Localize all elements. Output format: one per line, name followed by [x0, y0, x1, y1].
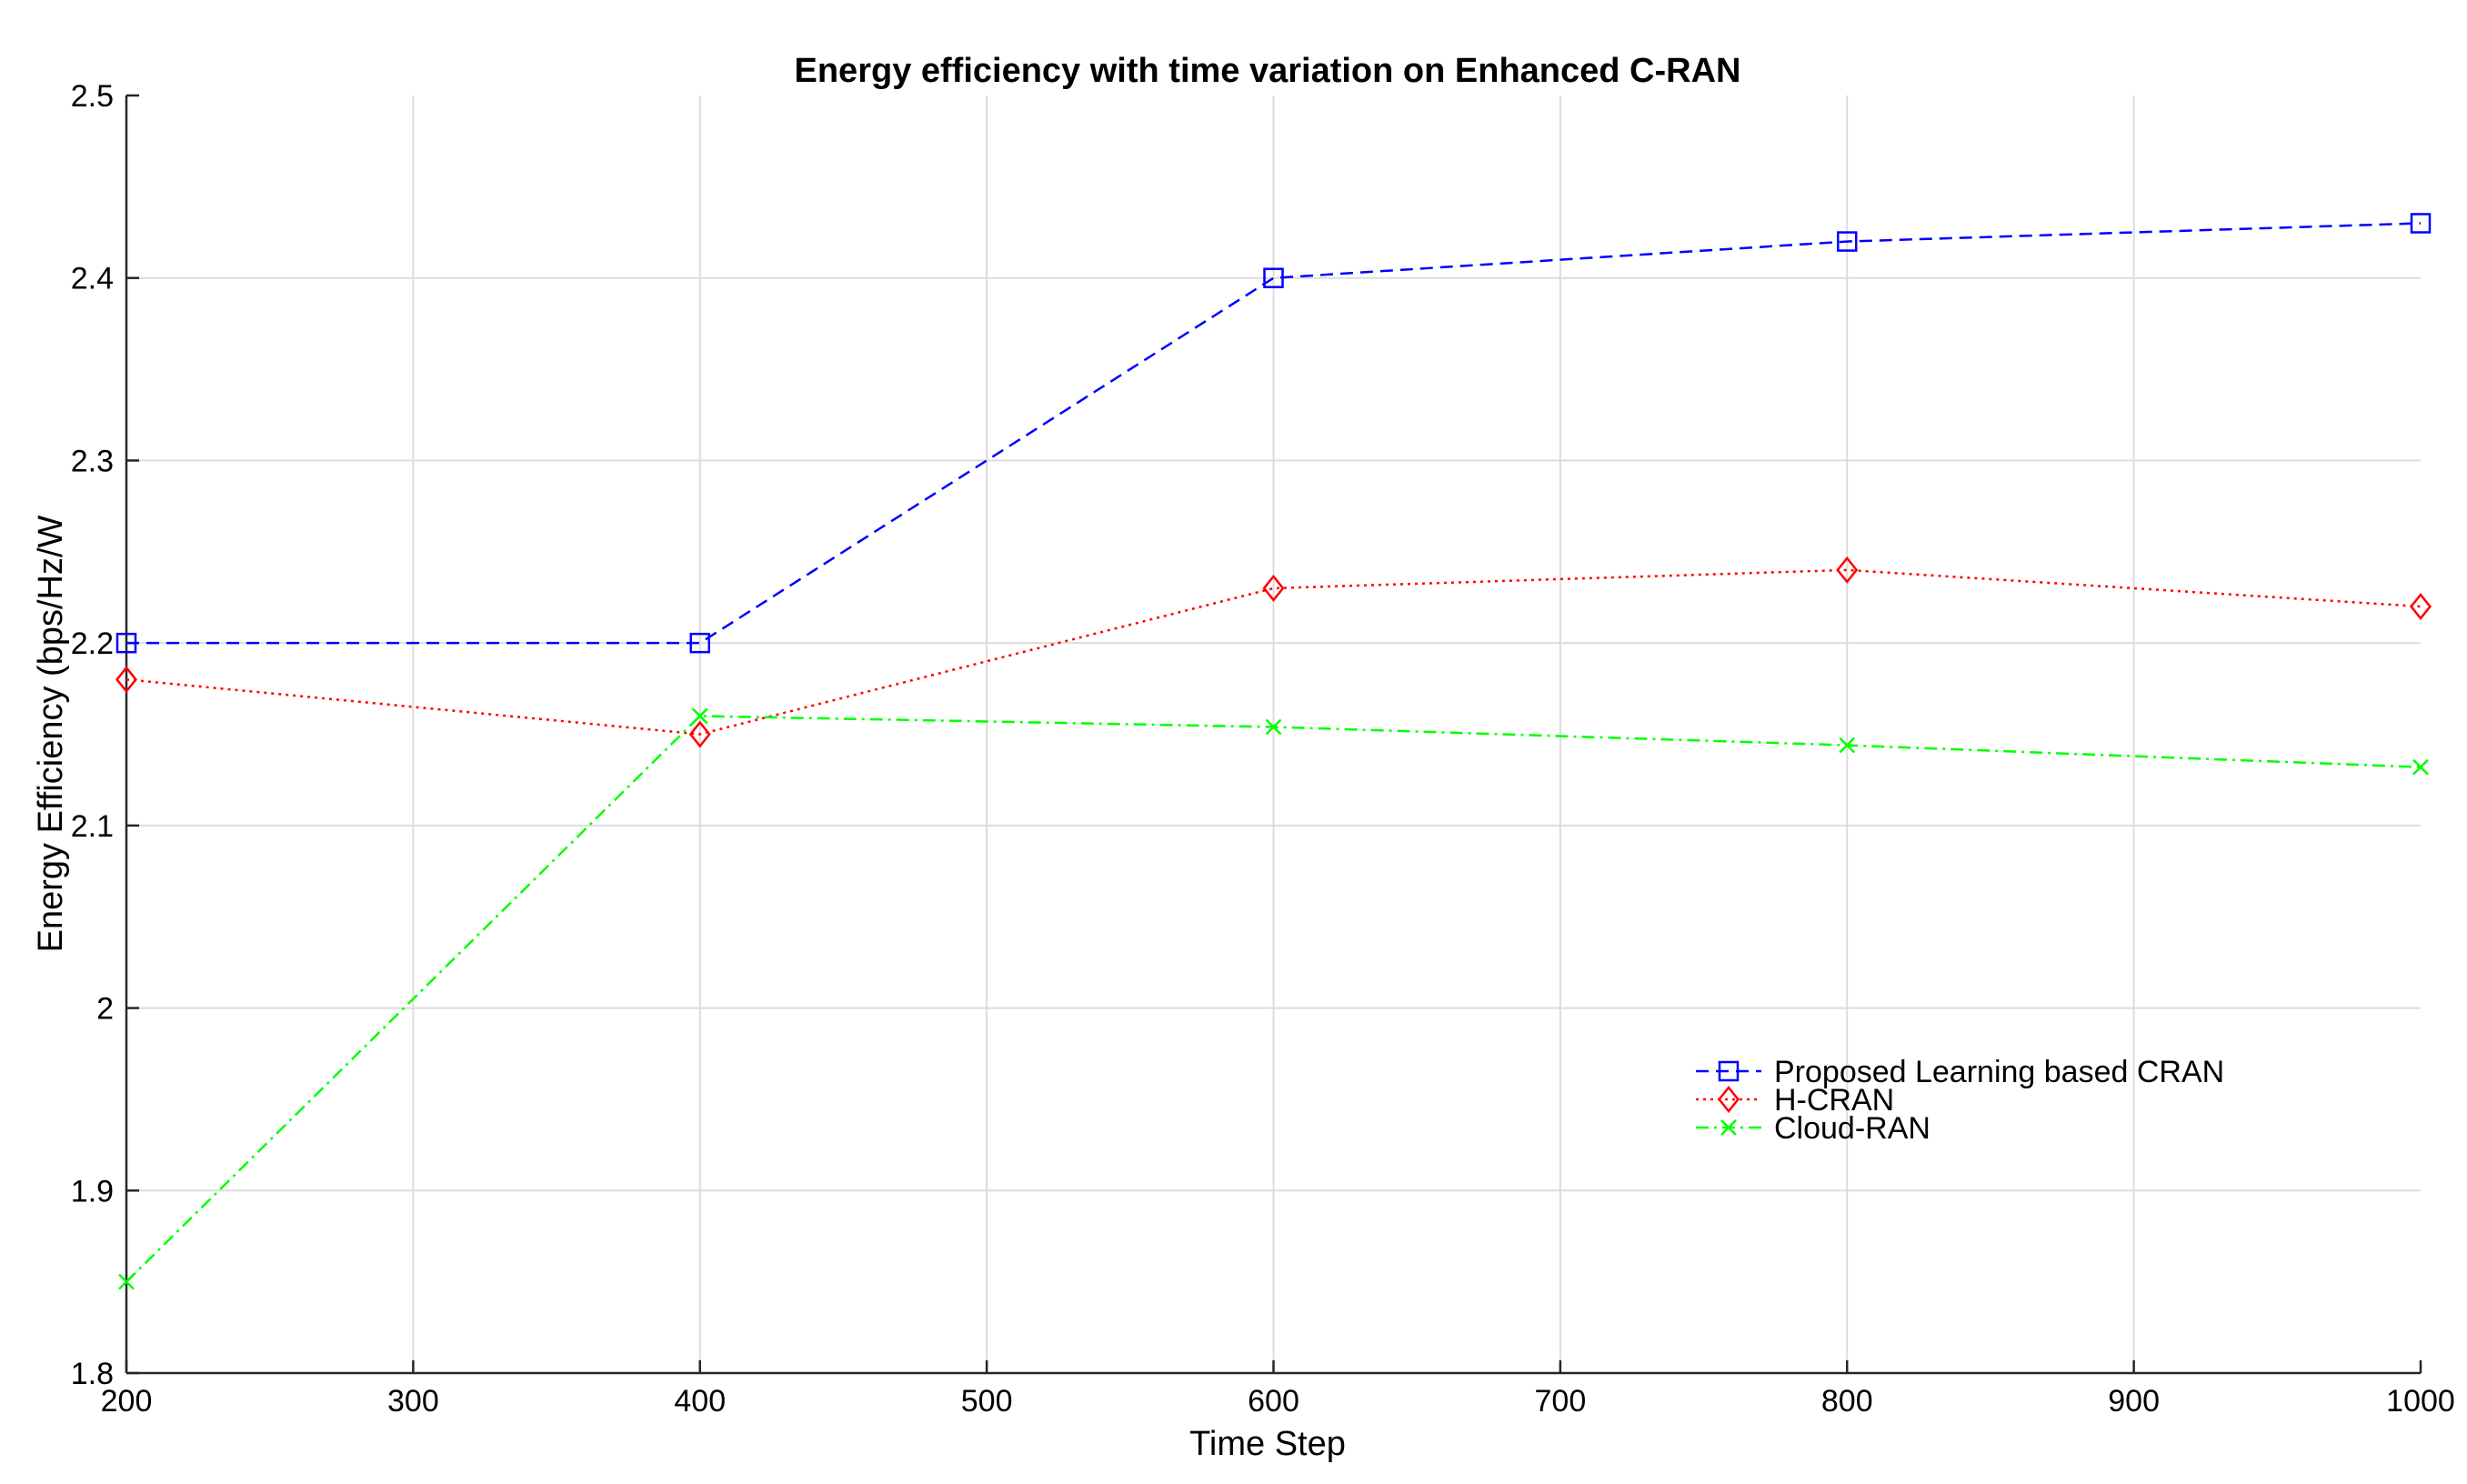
legend-label: H-CRAN: [1774, 1083, 1894, 1118]
data-point: [2412, 758, 2429, 776]
marker-stroke: [2412, 758, 2429, 776]
series-proposed-learning-based-cran: [115, 213, 2432, 654]
legend-marker: [1718, 1060, 1740, 1082]
legend: Proposed Learning based CRANH-CRANCloud-…: [1696, 1055, 2224, 1146]
marker-stroke: [1265, 718, 1282, 736]
x-tick-label: 200: [101, 1384, 153, 1419]
y-tick-label: 2: [96, 992, 114, 1027]
y-tick-label: 2.1: [71, 809, 114, 844]
y-tick-label: 1.8: [71, 1357, 114, 1391]
legend-entry: H-CRAN: [1696, 1083, 1894, 1118]
data-point: [1262, 574, 1285, 602]
data-point: [691, 707, 708, 725]
legend-label: Cloud-RAN: [1774, 1111, 1930, 1146]
series-line: [126, 222, 2422, 645]
marker-stroke: [691, 707, 708, 725]
x-tick-label: 700: [1535, 1384, 1587, 1419]
data-point: [115, 666, 138, 694]
legend-label: Proposed Learning based CRAN: [1774, 1055, 2224, 1089]
marker-stroke: [118, 1273, 135, 1290]
marker-stroke: [1720, 1119, 1737, 1136]
data-point: [689, 632, 710, 654]
tick-labels: 200 300 400 500 600 700 800 900 1000 1.8 1.9 2 2.1 2.…: [71, 79, 2455, 1419]
x-tick-label: 1000: [2386, 1384, 2455, 1419]
data-point: [1263, 267, 1284, 288]
data-point: [1265, 718, 1282, 736]
y-tick-label: 2.5: [71, 79, 114, 114]
y-tick-label: 2.3: [71, 444, 114, 478]
series-cloud-ran: [118, 707, 2429, 1290]
marker-stroke: [1839, 737, 1856, 754]
data-point: [2410, 213, 2432, 234]
y-axis-label: Energy Efficiency (bps/Hz/W: [32, 515, 70, 952]
data-point: [1837, 231, 1858, 252]
x-axis-label: Time Step: [1189, 1425, 1346, 1463]
axes: [125, 94, 2422, 1375]
x-tick-label: 800: [1821, 1384, 1873, 1419]
series-layer: [115, 213, 2432, 1290]
x-tick-label: 900: [2108, 1384, 2160, 1419]
y-tick-label: 2.4: [71, 262, 114, 296]
legend-entry: Cloud-RAN: [1696, 1111, 1930, 1146]
x-tick-label: 600: [1248, 1384, 1299, 1419]
legend-marker: [1720, 1119, 1737, 1136]
legend-marker: [1717, 1085, 1740, 1114]
data-point: [1839, 737, 1856, 754]
legend-entry: Proposed Learning based CRAN: [1696, 1055, 2224, 1089]
x-tick-label: 300: [387, 1384, 439, 1419]
data-point: [115, 632, 137, 654]
x-tick-label: 400: [674, 1384, 726, 1419]
data-point: [118, 1273, 135, 1290]
chart-title: Energy efficiency with time variation on…: [795, 52, 1741, 90]
series-h-cran: [115, 556, 2432, 748]
data-point: [2409, 592, 2432, 621]
data-point: [688, 720, 711, 748]
y-tick-label: 1.9: [71, 1174, 114, 1208]
y-tick-label: 2.2: [71, 627, 114, 661]
data-point: [1836, 556, 1859, 584]
x-tick-label: 500: [961, 1384, 1013, 1419]
